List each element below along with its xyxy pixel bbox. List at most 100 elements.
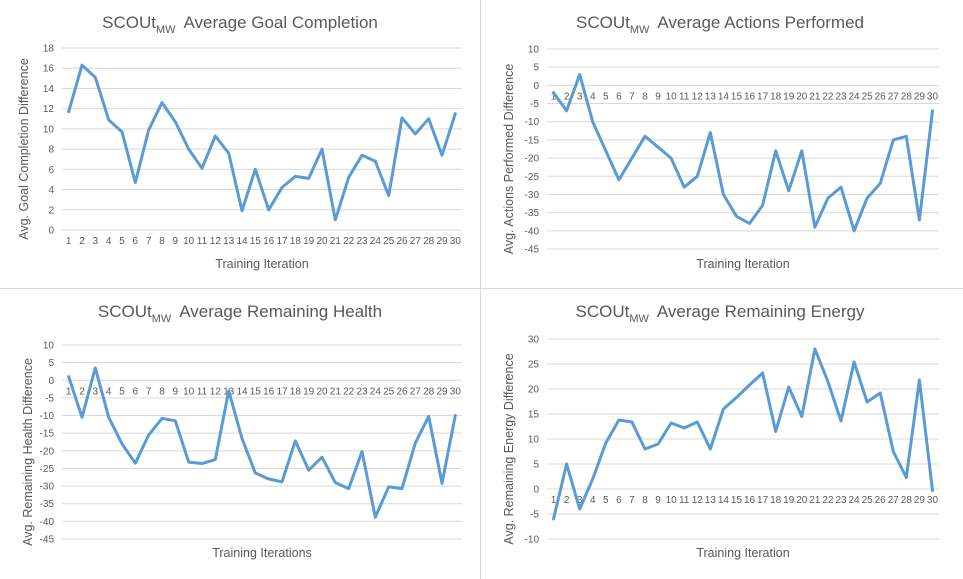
y-axis-label: Avg. Remaining Energy Difference: [502, 353, 516, 544]
y-tick-label: 10: [528, 435, 540, 446]
x-tick-label: 20: [316, 236, 328, 247]
x-tick-label: 13: [223, 236, 235, 247]
x-tick-label: 9: [173, 386, 179, 397]
x-tick-label: 12: [210, 236, 222, 247]
series-line: [67, 366, 457, 519]
x-tick-label: 26: [396, 236, 408, 247]
x-tick-label: 9: [173, 236, 179, 247]
x-tick-label: 3: [93, 386, 99, 397]
x-tick-label: 19: [303, 236, 315, 247]
x-tick-label: 22: [343, 386, 355, 397]
x-tick-label: 7: [146, 386, 152, 397]
x-tick-label: 4: [590, 495, 596, 506]
x-tick-label: 17: [757, 91, 769, 102]
x-tick-label: 11: [679, 91, 690, 102]
chart-title: SCOUtMW Average Remaining Energy: [576, 302, 865, 325]
y-tick-label: 2: [48, 205, 54, 216]
x-tick-label: 24: [370, 386, 382, 397]
x-tick-label: 2: [79, 236, 85, 247]
x-tick-label: 23: [835, 495, 847, 506]
x-tick-label: 30: [927, 495, 939, 506]
chart-remaining-energy: SCOUtMW Average Remaining Energy -10 -5 0 5 10…: [502, 302, 939, 560]
chart-title: SCOUtMW Average Goal Completion: [102, 13, 378, 36]
y-tick-label: 25: [528, 360, 540, 371]
chart-remaining-health: SCOUtMW Average Remaining Health -45 -40 -35…: [21, 302, 462, 560]
x-tick-label: 27: [410, 236, 422, 247]
y-tick-label: -20: [40, 446, 55, 457]
y-tick-label: 5: [533, 460, 539, 471]
x-tick-label: 28: [901, 91, 913, 102]
x-tick-label: 10: [183, 386, 195, 397]
x-tick-label: 15: [731, 495, 743, 506]
chart-panel-remaining-energy: SCOUtMW Average Remaining Energy -10 -5 0 5 10…: [481, 289, 963, 579]
x-tick-label: 29: [436, 236, 448, 247]
chart-panel-actions-performed: SCOUtMW Average Actions Performed -45 -40 -3…: [481, 0, 963, 289]
x-tick-label: 8: [159, 386, 165, 397]
y-tick-label: 5: [48, 358, 54, 369]
x-tick-label: 30: [927, 91, 939, 102]
x-tick-label: 1: [66, 236, 72, 247]
x-tick-label: 10: [666, 91, 678, 102]
x-axis-label: Training Iteration: [696, 546, 789, 560]
y-tick-label: 6: [48, 165, 54, 176]
x-tick-label: 5: [119, 236, 125, 247]
x-tick-label: 27: [410, 386, 422, 397]
x-tick-label: 21: [809, 495, 821, 506]
x-tick-label: 3: [93, 236, 99, 247]
y-tick-label: 0: [48, 226, 54, 237]
x-tick-label: 30: [450, 386, 462, 397]
y-tick-label: 30: [528, 335, 540, 346]
x-tick-label: 4: [106, 386, 112, 397]
y-tick-label: 10: [528, 45, 540, 56]
x-tick-label: 27: [888, 495, 900, 506]
y-tick-label: -20: [525, 154, 540, 165]
x-tick-label: 22: [343, 236, 355, 247]
x-tick-label: 29: [914, 91, 926, 102]
chart-actions-performed: SCOUtMW Average Actions Performed -45 -40 -3…: [502, 13, 939, 271]
y-tick-label: -40: [525, 226, 540, 237]
chart-title: SCOUtMW Average Actions Performed: [576, 13, 864, 36]
x-tick-label: 14: [236, 236, 248, 247]
x-tick-label: 20: [796, 495, 808, 506]
x-tick-label: 16: [263, 386, 275, 397]
x-tick-label: 30: [450, 236, 462, 247]
x-tick-label: 26: [875, 495, 887, 506]
x-tick-label: 17: [757, 495, 769, 506]
x-tick-label: 28: [423, 236, 435, 247]
x-tick-label: 16: [744, 91, 756, 102]
x-tick-label: 15: [731, 91, 743, 102]
y-tick-label: 0: [533, 485, 539, 496]
x-axis-label: Training Iteration: [696, 257, 789, 271]
x-tick-label: 11: [679, 495, 690, 506]
x-tick-label: 26: [396, 386, 408, 397]
y-axis-label: Avg. Actions Performed Difference: [502, 64, 516, 255]
x-tick-label: 6: [616, 495, 622, 506]
x-tick-label: 3: [577, 91, 583, 102]
y-tick-label: -10: [525, 535, 540, 546]
y-tick-label: -25: [525, 172, 540, 183]
x-tick-label: 15: [250, 386, 262, 397]
series-line: [67, 63, 457, 222]
x-tick-label: 28: [901, 495, 913, 506]
x-tick-label: 8: [642, 91, 648, 102]
x-tick-label: 1: [551, 495, 557, 506]
y-tick-label: -35: [525, 208, 540, 219]
x-tick-label: 23: [356, 236, 368, 247]
y-tick-label: -10: [525, 117, 540, 128]
x-tick-label: 29: [436, 386, 448, 397]
x-tick-label: 24: [370, 236, 382, 247]
x-tick-label: 13: [705, 495, 717, 506]
y-tick-label: -30: [525, 190, 540, 201]
x-tick-label: 17: [276, 386, 288, 397]
x-tick-label: 18: [770, 91, 782, 102]
y-tick-label: -25: [40, 464, 55, 475]
x-tick-label: 15: [250, 236, 262, 247]
y-tick-label: 14: [43, 84, 55, 95]
y-axis-label: Avg. Remaining Health Difference: [21, 358, 35, 546]
x-tick-label: 6: [616, 91, 622, 102]
x-tick-label: 29: [914, 495, 926, 506]
x-tick-label: 7: [629, 91, 635, 102]
x-tick-label: 3: [577, 495, 583, 506]
y-tick-label: 18: [43, 44, 55, 55]
x-tick-label: 19: [303, 386, 315, 397]
